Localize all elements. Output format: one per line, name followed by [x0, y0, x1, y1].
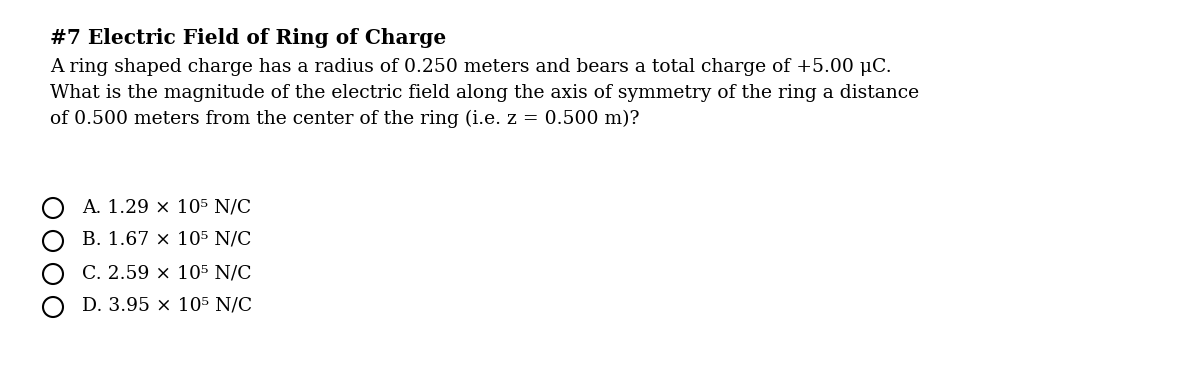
- Text: What is the magnitude of the electric field along the axis of symmetry of the ri: What is the magnitude of the electric fi…: [50, 84, 919, 102]
- Text: #7 Electric Field of Ring of Charge: #7 Electric Field of Ring of Charge: [50, 28, 446, 48]
- Text: A. 1.29 × 10⁵ N/C: A. 1.29 × 10⁵ N/C: [82, 198, 251, 216]
- Text: D. 3.95 × 10⁵ N/C: D. 3.95 × 10⁵ N/C: [82, 297, 252, 315]
- Text: of 0.500 meters from the center of the ring (i.e. z = 0.500 m)?: of 0.500 meters from the center of the r…: [50, 110, 640, 128]
- Text: B. 1.67 × 10⁵ N/C: B. 1.67 × 10⁵ N/C: [82, 231, 252, 249]
- Text: A ring shaped charge has a radius of 0.250 meters and bears a total charge of +5: A ring shaped charge has a radius of 0.2…: [50, 58, 892, 76]
- Text: C. 2.59 × 10⁵ N/C: C. 2.59 × 10⁵ N/C: [82, 264, 252, 282]
